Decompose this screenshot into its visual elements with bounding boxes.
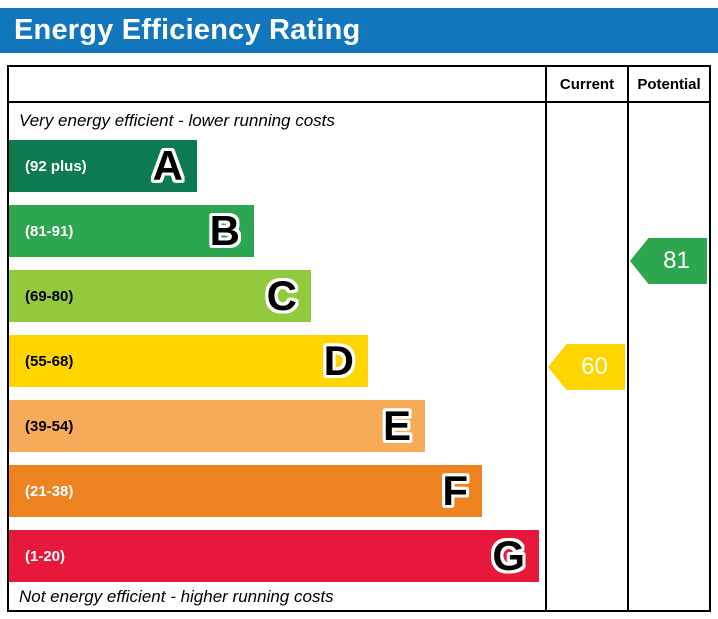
band-row-b: (81-91) B	[9, 205, 254, 257]
band-range-label: (39-54)	[25, 417, 74, 435]
band-range-label: (1-20)	[25, 547, 66, 565]
title-bar: Energy Efficiency Rating	[0, 8, 718, 53]
current-column-header: Current	[559, 75, 615, 93]
band-range-label: (81-91)	[25, 222, 74, 240]
header-divider	[9, 101, 709, 103]
band-letter: G	[492, 532, 525, 579]
band-range-label: (69-80)	[25, 287, 74, 305]
potential-marker: 81	[630, 238, 707, 284]
top-note: Very energy efficient - lower running co…	[19, 111, 335, 130]
band-range-label: (21-38)	[25, 482, 74, 500]
band-range-label: (92 plus)	[25, 157, 87, 175]
current-value: 60	[581, 353, 608, 380]
band-letter: D	[323, 337, 354, 384]
band-row-g: (1-20) G	[9, 530, 539, 582]
band-row-f: (21-38) F	[9, 465, 482, 517]
bands: (92 plus) A (81-91) B (69-80) C (55-68) …	[9, 140, 539, 595]
potential-value: 81	[663, 247, 690, 274]
divider-potential-column	[627, 67, 629, 610]
chart-box: Current Potential Very energy efficient …	[7, 65, 711, 612]
potential-column-header: Potential	[637, 75, 701, 93]
page-title: Energy Efficiency Rating	[14, 14, 361, 46]
band-letter: F	[442, 467, 468, 514]
bottom-note: Not energy efficient - higher running co…	[19, 587, 334, 606]
band-row-c: (69-80) C	[9, 270, 311, 322]
band-letter: A	[152, 142, 183, 189]
divider-current-column	[545, 67, 547, 610]
current-marker: 60	[548, 344, 625, 390]
band-row-d: (55-68) D	[9, 335, 368, 387]
band-letter: E	[382, 402, 411, 449]
band-letter: B	[209, 207, 240, 254]
band-range-label: (55-68)	[25, 352, 74, 370]
band-row-e: (39-54) E	[9, 400, 425, 452]
band-letter: C	[266, 272, 297, 319]
band-row-a: (92 plus) A	[9, 140, 197, 192]
